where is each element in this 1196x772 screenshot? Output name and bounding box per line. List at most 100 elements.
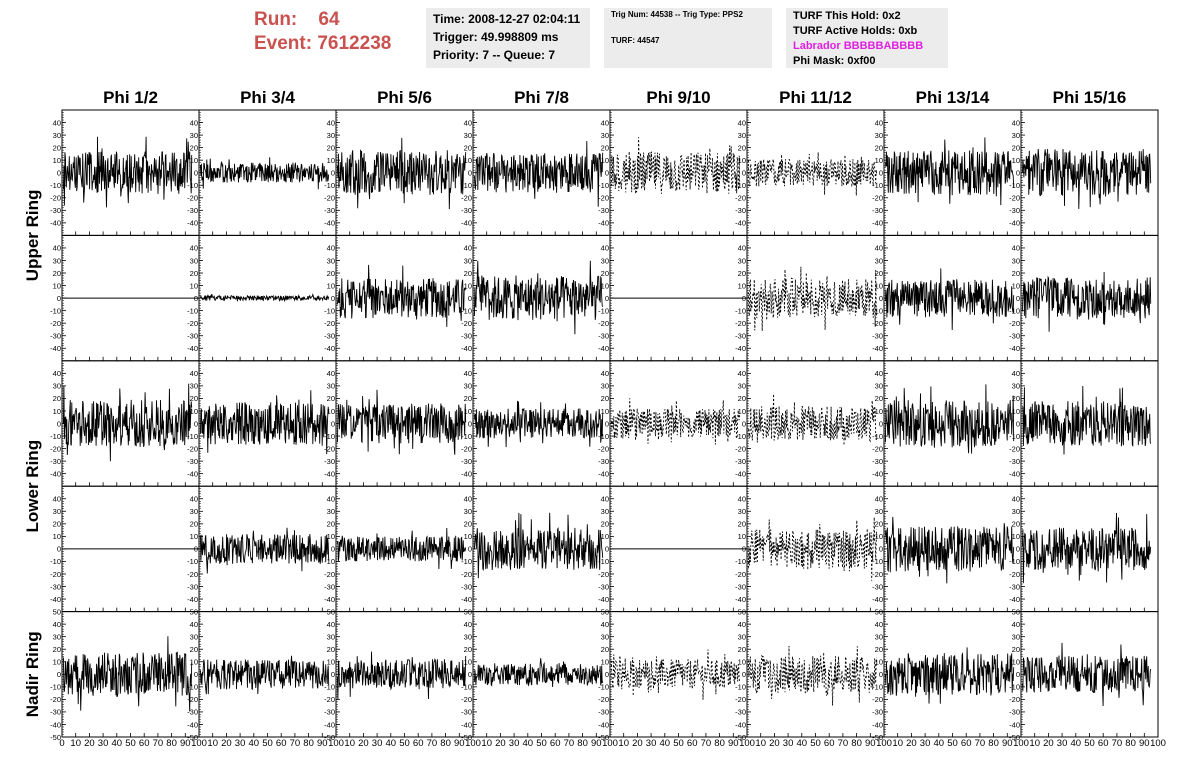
column-header: Phi 1/2 [103,88,158,107]
x-tick-label: 60 [139,738,150,749]
turf-active-line: TURF Active Holds: 0xb [793,25,918,37]
waveform-trace [884,647,1015,704]
y-tick-label: -20 [461,444,472,453]
y-tick-label: -30 [324,582,335,591]
y-tick-label: -20 [1009,444,1020,453]
y-tick-label: 40 [601,369,609,378]
x-tick-label: 20 [84,738,95,749]
panel: -40 -30 -20 -10 0 10 20 30 40 [187,234,337,362]
panel: -40 -30 -20 -10 0 10 20 30 40 [461,360,611,487]
y-tick-label: -20 [735,570,746,579]
y-tick-label: 0 [742,545,746,554]
y-tick-label: 30 [738,632,746,641]
y-tick-label: -10 [461,306,472,315]
y-tick-label: -50 [324,733,335,742]
x-tick-label: 50 [673,738,684,749]
y-tick-label: -10 [1009,181,1020,190]
y-tick-label: 40 [601,244,609,253]
x-tick-label: 10 [1029,738,1040,749]
y-tick-label: -40 [598,219,609,228]
y-tick-label: 20 [601,269,609,278]
x-tick-label: 100 [876,738,892,749]
x-tick-label: 40 [249,738,260,749]
y-tick-label: -50 [872,733,883,742]
panel: -40 -30 -20 -10 0 10 20 30 40 [324,234,474,362]
y-tick-label: -30 [50,582,61,591]
y-tick-label: 0 [331,670,335,679]
waveform-trace [199,527,330,574]
y-tick-label: -20 [461,194,472,203]
panel: -40 -30 -20 -10 0 10 20 30 40 [872,234,1022,362]
x-tick-label: 20 [1043,738,1054,749]
y-tick-label: 10 [875,281,883,290]
y-tick-label: 30 [1012,256,1020,265]
x-tick-label: 20 [906,738,917,749]
x-tick-label: 30 [509,738,520,749]
y-tick-label: 10 [875,407,883,416]
y-tick-label: 0 [742,169,746,178]
y-tick-label: 0 [605,545,609,554]
panel-frame [609,611,748,738]
y-tick-label: -10 [324,306,335,315]
y-tick-label: 0 [331,169,335,178]
waveform-trace [62,636,193,712]
y-tick-label: 10 [738,156,746,165]
x-tick-label: 100 [465,738,481,749]
y-tick-label: -50 [461,733,472,742]
waveform-trace [884,516,1015,584]
y-tick-label: -30 [187,582,198,591]
y-tick-label: 20 [464,143,472,152]
y-tick-label: 10 [1012,281,1020,290]
waveform-trace [884,137,1015,206]
y-tick-label: 30 [601,256,609,265]
column-header: Phi 11/12 [779,88,852,107]
y-tick-label: 40 [190,495,198,504]
x-tick-label: 90 [1002,738,1013,749]
y-tick-label: 40 [53,495,61,504]
y-tick-label: -10 [187,683,198,692]
y-tick-label: -30 [50,206,61,215]
y-tick-label: -10 [872,683,883,692]
y-tick-label: 50 [327,607,335,616]
panel: -40 -30 -20 -10 0 10 20 30 40 [1009,109,1159,236]
y-tick-label: 10 [53,281,61,290]
waveform-trace [747,517,878,581]
y-tick-label: 30 [875,131,883,140]
y-tick-label: 10 [1012,658,1020,667]
panel: -40 -30 -20 -10 0 10 20 30 40 [598,109,748,236]
x-tick-label: 50 [399,738,410,749]
x-tick-label: 70 [290,738,301,749]
y-tick-label: 30 [327,507,335,516]
y-tick-label: -40 [735,720,746,729]
y-tick-label: 40 [327,244,335,253]
y-tick-label: 10 [738,281,746,290]
panel: -40 -30 -20 -10 0 10 20 30 40 [461,485,611,613]
x-tick-label: 0 [59,738,64,749]
y-tick-label: -30 [324,708,335,717]
waveform-trace [62,136,193,208]
panel: -40 -30 -20 -10 0 10 20 30 40 [324,485,474,613]
y-tick-label: 40 [738,495,746,504]
panel: -40 -30 -20 -10 0 10 20 30 40 [735,485,885,613]
y-tick-label: -20 [1009,695,1020,704]
y-tick-label: 30 [1012,632,1020,641]
y-tick-label: -10 [1009,306,1020,315]
x-tick-label: 90 [728,738,739,749]
y-tick-label: 40 [875,244,883,253]
x-tick-label: 30 [646,738,657,749]
y-tick-label: 20 [875,645,883,654]
y-tick-label: 40 [327,118,335,127]
event-value: 7612238 [317,33,392,54]
panel: -40 -30 -20 -10 0 10 20 30 40 [872,109,1022,236]
panel: -50 -40 -30 -20 -10 0 10 20 30 40 50 [461,607,611,742]
x-tick-label: 20 [221,738,232,749]
y-tick-label: 40 [464,620,472,629]
y-tick-label: -20 [324,570,335,579]
y-tick-label: -30 [872,457,883,466]
y-tick-label: -30 [872,332,883,341]
y-tick-label: 50 [875,607,883,616]
waveform-trace [473,512,604,579]
y-tick-label: 20 [327,143,335,152]
y-tick-label: -30 [50,457,61,466]
y-tick-label: 30 [53,382,61,391]
